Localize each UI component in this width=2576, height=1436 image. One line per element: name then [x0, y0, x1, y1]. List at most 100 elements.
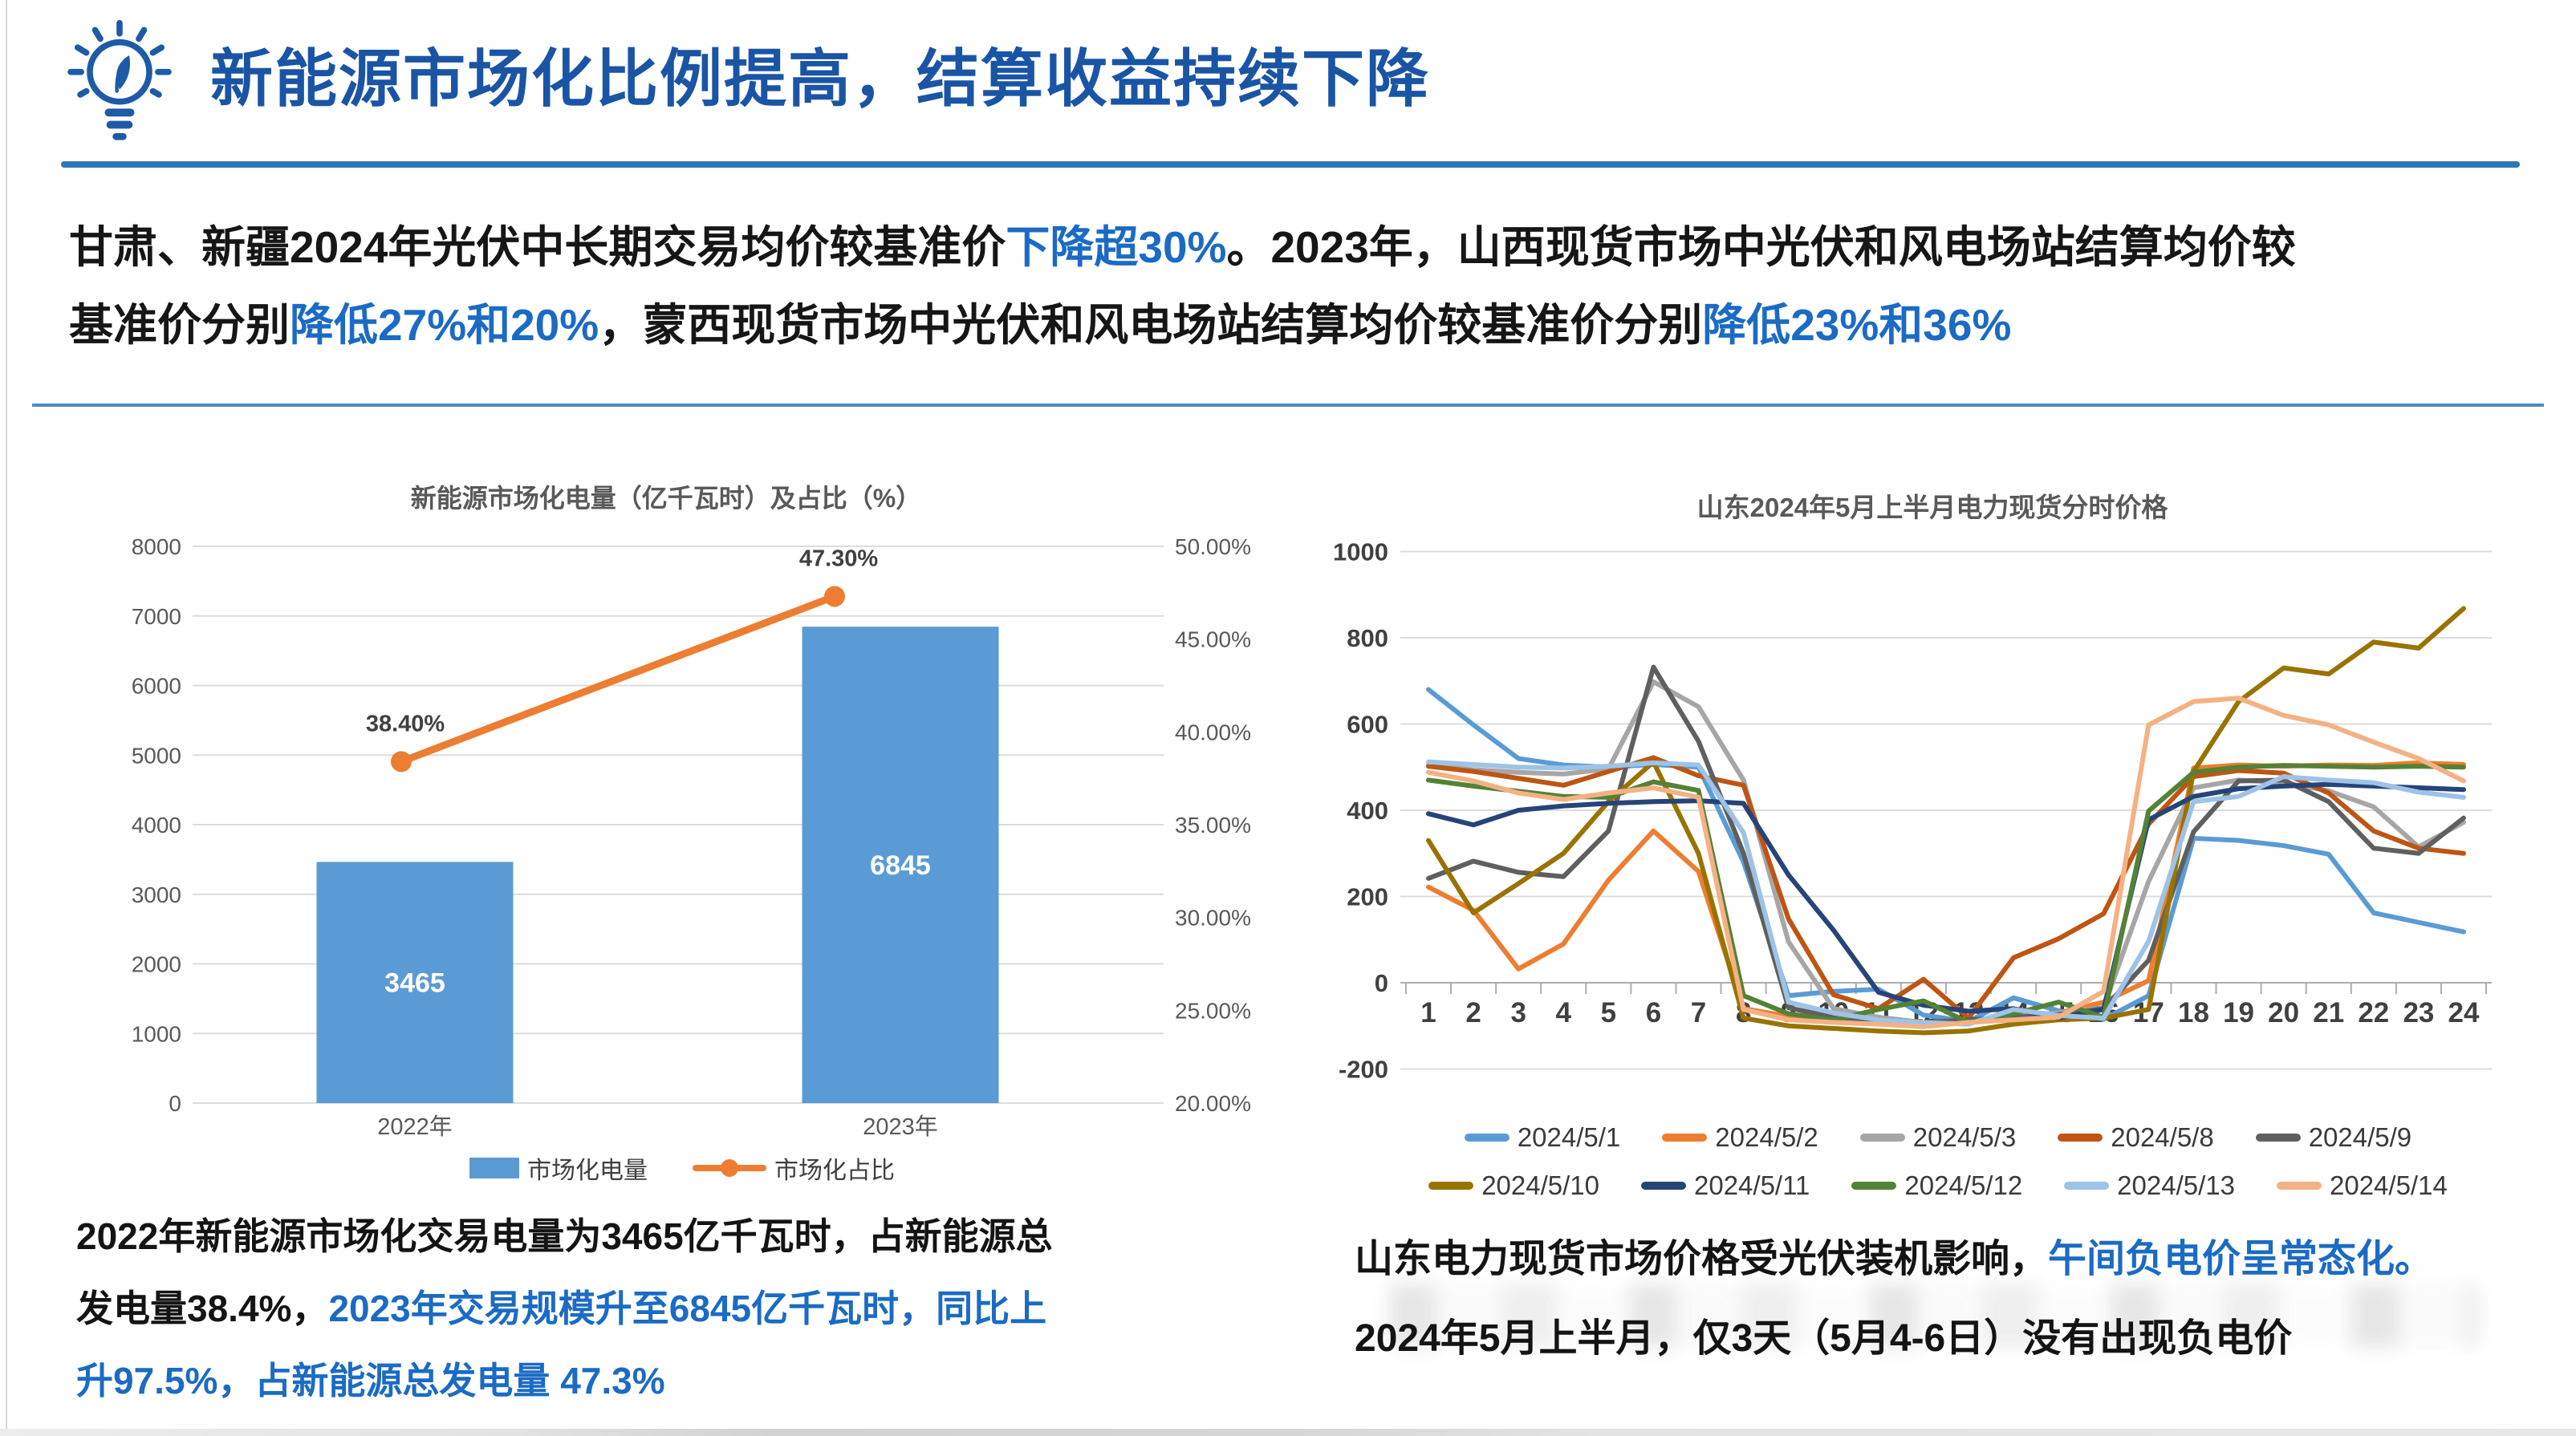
legend-label: 2024/5/12: [1904, 1170, 2023, 1200]
legend-label: 市场化占比: [774, 1158, 895, 1184]
lightbulb-leaf-stem: [115, 58, 128, 93]
highlighted-text: 降低23%和36%: [1702, 300, 2012, 350]
x-axis-tick: 1: [1420, 997, 1436, 1028]
legend-item: 2024/5/1: [1464, 1122, 1621, 1153]
legend-label: 2024/5/2: [1715, 1122, 1818, 1152]
legend-swatch: [1641, 1182, 1686, 1190]
x-axis-tick: 24: [2448, 997, 2480, 1028]
price-line-2024-5-10: [1426, 606, 2467, 1036]
text-line: 基准价分别降低27%和20%，蒙西现货市场中光伏和风电场站结算均价较基准价分别降…: [69, 286, 2525, 364]
chart-title: 山东2024年5月上半月电力现货分时价格: [1697, 493, 2169, 522]
y-axis-tick: 800: [1347, 624, 1388, 652]
section-divider: [32, 404, 2544, 407]
left-axis-tick: 4000: [132, 813, 181, 838]
y-axis-tick: 400: [1347, 797, 1388, 825]
x-axis-tick: 21: [2313, 997, 2344, 1028]
legend-swatch: [1851, 1182, 1897, 1190]
bar: [802, 627, 999, 1103]
right-axis-tick: 20.00%: [1175, 1091, 1251, 1116]
x-axis-tick: 23: [2403, 997, 2434, 1028]
x-axis-tick: 19: [2223, 997, 2254, 1028]
legend-label: 2024/5/9: [2308, 1122, 2412, 1152]
line-chart-legend-row-2: 2024/5/10 2024/5/11 2024/5/12 2024/5/13 2024…: [1324, 1168, 2552, 1203]
legend-label: 2024/5/10: [1481, 1170, 1599, 1200]
left-axis-tick: 7000: [132, 604, 181, 629]
bottom-edge-strip: [0, 1429, 2576, 1436]
legend-label: 2024/5/1: [1517, 1122, 1621, 1152]
legend-item-line: 市场化占比: [693, 1150, 895, 1186]
category-label: 2022年: [377, 1114, 453, 1140]
chart-title: 新能源市场化电量（亿千瓦时）及占比（%）: [411, 484, 921, 513]
text-line: 2022年新能源市场化交易电量为3465亿千瓦时，占新能源总: [76, 1200, 1053, 1272]
left-axis-tick: 5000: [132, 743, 181, 768]
y-axis-tick: 1000: [1333, 538, 1388, 566]
y-axis-tick: 0: [1375, 969, 1388, 997]
note-left: 2022年新能源市场化交易电量为3465亿千瓦时，占新能源总 发电量38.4%，2…: [76, 1200, 1053, 1417]
line-chart-legend-row-1: 2024/5/1 2024/5/2 2024/5/3 2024/5/8 2024/5/9: [1324, 1120, 2552, 1155]
legend-swatch: [2255, 1134, 2301, 1142]
y-axis-tick: -200: [1339, 1056, 1388, 1084]
highlighted-text: 2023年交易规模升至6845亿千瓦时，同比上: [328, 1288, 1047, 1329]
ratio-point-label: 38.40%: [366, 711, 445, 736]
lightbulb-leaf: [116, 55, 131, 90]
x-axis-tick: 20: [2268, 997, 2299, 1028]
right-axis-tick: 25.00%: [1175, 998, 1251, 1023]
text-line: 2024年5月上半月，仅3天（5月4-6日）没有出现负电价: [1355, 1299, 2433, 1378]
highlighted-text: 午间负电价呈常态化。: [2048, 1238, 2434, 1280]
bar-line-chart-legend: 市场化电量 市场化占比: [80, 1152, 1284, 1184]
price-line-2024-5-14: [1426, 696, 2467, 1029]
right-axis-tick: 30.00%: [1175, 906, 1251, 931]
highlighted-text: 下降超30%: [1006, 222, 1227, 272]
legend-item: 2024/5/8: [2058, 1122, 2214, 1153]
highlighted-text: 降低27%和20%: [290, 300, 599, 350]
left-axis-tick: 8000: [132, 534, 181, 559]
legend-dot: [721, 1159, 738, 1177]
x-axis-tick: 6: [1646, 997, 1661, 1028]
header-rule: [61, 161, 2520, 168]
bar-value-label: 6845: [870, 850, 931, 881]
price-line-2024-5-11: [1426, 781, 2467, 1021]
bar-legend-swatch: [469, 1158, 519, 1178]
x-axis-tick: 3: [1510, 997, 1526, 1028]
plain-text: 2024年5月上半月，仅3天（5月4-6日）没有出现负电价: [1355, 1317, 2293, 1360]
bar-line-chart-market-volume: 新能源市场化电量（亿千瓦时）及占比（%） 0 1000 2000 3000 4000 500…: [132, 484, 1251, 1140]
ratio-point-label: 47.30%: [799, 546, 879, 571]
lightbulb-rays: [67, 19, 172, 98]
legend-item: 2024/5/2: [1662, 1122, 1818, 1153]
plain-text: ，蒙西现货市场中光伏和风电场站结算均价较基准价分别: [599, 300, 1703, 350]
x-axis-tick: 4: [1556, 997, 1572, 1028]
right-axis-tick: 40.00%: [1175, 720, 1251, 744]
lightbulb-glass: [87, 39, 152, 105]
highlighted-text: 升97.5%，占新能源总发电量 47.3%: [76, 1360, 665, 1402]
legend-swatch: [1464, 1134, 1509, 1142]
legend-label: 2024/5/13: [2117, 1170, 2235, 1200]
legend-swatch: [1859, 1134, 1905, 1142]
left-axis-tick: 1000: [132, 1021, 181, 1046]
plain-text: 山东电力现货市场价格受光伏装机影响，: [1355, 1238, 2049, 1280]
ratio-point: [824, 586, 845, 607]
multi-line-chart-shandong-prices: 山东2024年5月上半月电力现货分时价格 1000 800 600 400 200 0 -20…: [1333, 493, 2492, 1084]
right-axis-tick: 50.00%: [1175, 534, 1251, 559]
right-axis-tick: 35.00%: [1175, 813, 1251, 838]
left-axis-tick: 2000: [132, 952, 181, 977]
price-line-2024-5-12: [1426, 763, 2467, 1025]
legend-item: 2024/5/9: [2255, 1122, 2412, 1153]
plain-text: 发电量38.4%，: [76, 1288, 329, 1329]
plain-text: 。2023年，山西现货市场中光伏和风电场站结算均价较: [1226, 222, 2296, 272]
legend-item: 2024/5/10: [1428, 1170, 1599, 1201]
category-label: 2023年: [863, 1114, 938, 1140]
ratio-point: [391, 751, 412, 773]
legend-swatch: [2064, 1182, 2110, 1190]
x-axis-tick: 18: [2178, 997, 2209, 1028]
ratio-line: [397, 592, 839, 765]
legend-item: 2024/5/13: [2064, 1170, 2235, 1201]
lightbulb-base: [104, 108, 135, 140]
page-left-border: [6, 0, 7, 1436]
text-line: 发电量38.4%，2023年交易规模升至6845亿千瓦时，同比上: [76, 1272, 1053, 1345]
legend-label: 市场化电量: [527, 1158, 648, 1184]
plain-text: 基准价分别: [69, 300, 291, 350]
x-axis-tick: 22: [2358, 997, 2389, 1028]
legend-item: 2024/5/12: [1851, 1170, 2022, 1201]
page-title: 新能源市场化比例提高，结算收益持续下降: [210, 43, 1431, 114]
